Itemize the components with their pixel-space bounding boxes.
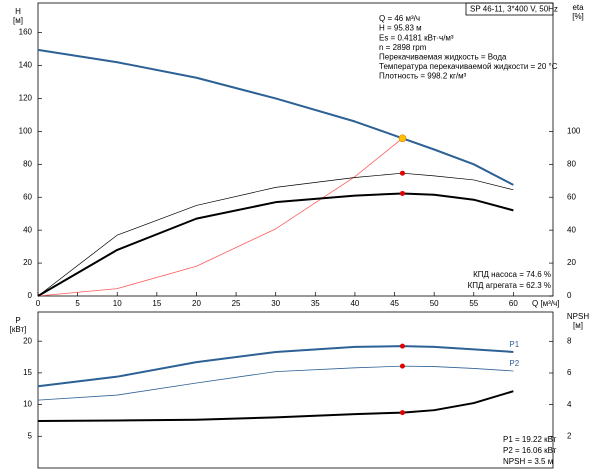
x-tick-label: 45 bbox=[390, 299, 399, 308]
x-tick-label: 10 bbox=[113, 299, 122, 308]
x-tick-label: 55 bbox=[469, 299, 478, 308]
y-tick-label: 15 bbox=[23, 368, 32, 377]
annotation: Температура перекачиваемой жидкости = 20… bbox=[379, 62, 558, 71]
y-tick-label: 100 bbox=[19, 127, 33, 136]
annotation: Плотность = 998.2 кг/м³ bbox=[379, 72, 467, 81]
y2-tick-label: 4 bbox=[567, 400, 572, 409]
result-label: P1 = 19.22 кВт bbox=[503, 435, 557, 444]
y-tick-label: 40 bbox=[23, 225, 32, 234]
y-axis-label: H bbox=[15, 7, 21, 16]
y2-tick-label: 2 bbox=[567, 431, 572, 440]
y-axis-label: [м] bbox=[13, 16, 23, 25]
operating-point bbox=[399, 170, 405, 176]
annotation: n = 2898 rpm bbox=[379, 43, 427, 52]
x-tick-label: 50 bbox=[430, 299, 439, 308]
y-tick-label: 20 bbox=[23, 258, 32, 267]
x-tick-label: 5 bbox=[75, 299, 80, 308]
y2-tick-label: 60 bbox=[567, 192, 576, 201]
y-tick-label: 20 bbox=[23, 336, 32, 345]
y2-axis-label: eta bbox=[572, 3, 584, 12]
x-tick-label: 30 bbox=[271, 299, 280, 308]
y-tick-label: 140 bbox=[19, 61, 33, 70]
operating-point bbox=[399, 410, 405, 416]
curve bbox=[37, 345, 514, 388]
operating-point bbox=[398, 134, 407, 143]
x-tick-label: 0 bbox=[36, 299, 41, 308]
result-label: P2 = 16.06 кВт bbox=[503, 446, 557, 455]
result-label: КПД насоса = 74.6 % bbox=[473, 270, 551, 279]
curve bbox=[37, 172, 514, 297]
y-tick-label: 0 bbox=[28, 291, 33, 300]
x-tick-label: 40 bbox=[350, 299, 359, 308]
curve bbox=[37, 137, 403, 297]
y2-axis-label: NPSH bbox=[567, 312, 589, 321]
y-tick-label: 10 bbox=[23, 400, 32, 409]
curve bbox=[37, 192, 514, 297]
curve bbox=[37, 48, 514, 186]
result-label: NPSH = 3.5 м bbox=[503, 457, 553, 466]
y-axis-label: P bbox=[15, 316, 20, 325]
y-tick-label: 120 bbox=[19, 94, 33, 103]
plot-frame bbox=[37, 2, 554, 297]
y2-tick-label: 100 bbox=[567, 127, 581, 136]
annotation: Es = 0.4181 кВт·ч/м³ bbox=[379, 33, 454, 42]
x-axis-label: Q [м³/ч] bbox=[532, 299, 559, 308]
y-tick-label: 160 bbox=[19, 28, 33, 37]
y2-tick-label: 8 bbox=[567, 336, 572, 345]
y-tick-label: 80 bbox=[23, 159, 32, 168]
legend-label: P2 bbox=[509, 359, 519, 368]
curve bbox=[37, 390, 514, 422]
curve bbox=[37, 365, 514, 401]
y2-tick-label: 6 bbox=[567, 368, 572, 377]
y-tick-label: 60 bbox=[23, 192, 32, 201]
annotation: Перекачиваемая жидкость = Вода bbox=[379, 53, 507, 62]
y2-tick-label: 80 bbox=[567, 159, 576, 168]
y2-tick-label: 20 bbox=[567, 258, 576, 267]
operating-point bbox=[399, 343, 405, 349]
plot-frame bbox=[37, 311, 554, 469]
y2-tick-label: 40 bbox=[567, 225, 576, 234]
y2-tick-label: 0 bbox=[567, 291, 572, 300]
chart-title: SP 46-11, 3*400 V, 50Hz bbox=[470, 5, 558, 14]
operating-point bbox=[399, 363, 405, 369]
annotation: Q = 46 м³/ч bbox=[379, 14, 420, 23]
legend-label: P1 bbox=[509, 340, 519, 349]
result-label: КПД агрегата = 62.3 % bbox=[468, 281, 551, 290]
y-axis-label: [кВт] bbox=[10, 325, 27, 334]
x-tick-label: 60 bbox=[509, 299, 518, 308]
x-tick-label: 15 bbox=[152, 299, 161, 308]
info-box bbox=[465, 2, 554, 16]
annotation: H = 95.83 м bbox=[379, 24, 422, 33]
x-tick-label: 20 bbox=[192, 299, 201, 308]
y2-axis-label: [м] bbox=[573, 321, 583, 330]
x-tick-label: 35 bbox=[311, 299, 320, 308]
operating-point bbox=[399, 190, 405, 196]
x-tick-label: 25 bbox=[232, 299, 241, 308]
y-tick-label: 5 bbox=[28, 431, 33, 440]
y2-axis-label: [%] bbox=[572, 12, 584, 21]
